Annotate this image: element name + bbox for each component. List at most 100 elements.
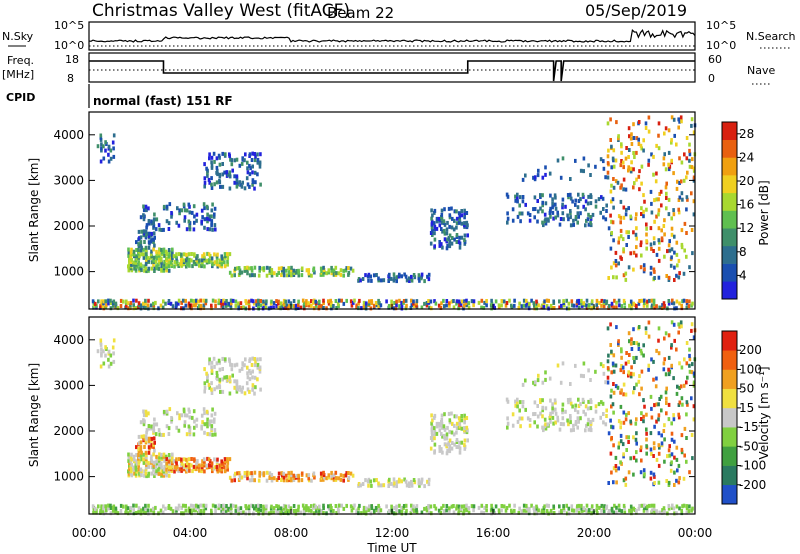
range-gate-cell [143, 268, 146, 273]
range-gate-cell [604, 422, 608, 427]
range-gate-cell [561, 410, 564, 415]
range-gate-cell [367, 272, 371, 277]
range-gate-cell [137, 301, 141, 306]
range-gate-cell [143, 264, 146, 269]
range-gate-cell [434, 301, 438, 306]
range-gate-cell [425, 508, 429, 513]
range-gate-cell [598, 505, 601, 510]
range-gate-cell [170, 211, 173, 215]
range-gate-cell [587, 212, 590, 217]
range-gate-cell [516, 397, 519, 402]
range-gate-cell [345, 266, 348, 271]
range-gate-cell [282, 301, 286, 306]
range-gate-cell [149, 252, 153, 257]
range-gate-cell [235, 178, 239, 182]
range-gate-cell [639, 445, 643, 450]
range-gate-cell [580, 298, 583, 303]
range-gate-cell [342, 473, 345, 478]
range-gate-cell [483, 300, 486, 305]
range-gate-cell [127, 471, 131, 476]
range-gate-cell [550, 306, 554, 310]
range-gate-cell [312, 266, 316, 271]
range-gate-cell [322, 470, 325, 475]
range-gate-cell [535, 511, 538, 516]
range-gate-cell [534, 380, 537, 385]
range-gate-cell [688, 142, 691, 147]
range-gate-cell [248, 273, 252, 278]
range-gate-cell [253, 186, 256, 191]
range-gate-cell [450, 299, 454, 304]
range-gate-cell [430, 421, 433, 426]
range-gate-cell [132, 454, 136, 459]
range-gate-cell [677, 322, 680, 327]
range-gate-cell [228, 252, 232, 257]
range-gate-cell [185, 432, 189, 437]
range-gate-cell [91, 299, 95, 304]
range-gate-cell [180, 465, 184, 470]
range-gate-cell [150, 436, 154, 441]
range-gate-cell [544, 426, 548, 431]
range-gate-cell [537, 373, 540, 378]
range-gate-cell [518, 211, 522, 216]
range-gate-cell [642, 343, 645, 348]
range-gate-cell [362, 505, 366, 510]
range-gate-cell [342, 273, 345, 278]
range-gate-cell [642, 414, 645, 419]
range-gate-cell [96, 144, 100, 149]
range-gate-cell [307, 303, 311, 308]
range-gate-cell [310, 299, 313, 304]
range-gate-cell [206, 216, 209, 221]
ytick-label: 1000 [53, 265, 84, 279]
range-gate-cell [221, 301, 225, 306]
range-gate-cell [147, 471, 151, 476]
range-gate-cell [612, 480, 615, 485]
range-gate-cell [109, 148, 113, 153]
range-gate-cell [522, 298, 526, 303]
range-gate-cell [204, 298, 208, 303]
range-gate-cell [372, 303, 376, 308]
range-gate-cell [152, 467, 155, 472]
range-gate-cell [213, 260, 217, 265]
range-gate-cell [524, 508, 528, 513]
range-gate-cell [685, 400, 689, 405]
range-gate-cell [660, 511, 664, 515]
range-gate-cell [622, 249, 625, 254]
range-gate-cell [322, 301, 325, 306]
range-gate-cell [330, 476, 333, 481]
range-gate-cell [569, 397, 572, 402]
range-gate-cell [685, 305, 689, 310]
range-gate-cell [314, 504, 317, 509]
range-gate-cell [203, 264, 206, 269]
range-gate-cell [455, 438, 459, 442]
range-gate-cell [128, 467, 131, 472]
range-gate-cell [650, 210, 654, 215]
range-gate-cell [647, 115, 651, 120]
range-gate-cell [390, 299, 393, 304]
range-gate-cell [180, 306, 183, 311]
range-gate-cell [638, 374, 641, 379]
range-gate-cell [138, 441, 141, 446]
range-gate-cell [584, 412, 587, 417]
range-gate-cell [634, 216, 638, 221]
range-gate-cell [377, 509, 380, 514]
range-gate-cell [533, 207, 537, 211]
range-gate-cell [657, 133, 660, 138]
range-gate-cell [218, 360, 221, 365]
range-gate-cell [612, 148, 616, 153]
range-gate-cell [546, 217, 550, 222]
range-gate-cell [599, 415, 602, 420]
range-gate-cell [347, 266, 350, 270]
range-gate-cell [635, 212, 638, 217]
range-gate-cell [107, 506, 110, 511]
range-gate-cell [624, 392, 628, 397]
range-gate-cell [497, 303, 501, 308]
range-gate-cell [378, 506, 381, 511]
range-gate-cell [220, 254, 223, 259]
range-gate-cell [541, 175, 545, 180]
range-gate-cell [415, 506, 418, 511]
colorbar-swatch [722, 427, 737, 447]
range-gate-cell [632, 472, 635, 477]
range-gate-cell [303, 306, 306, 311]
ytick-label: 1000 [53, 470, 84, 484]
